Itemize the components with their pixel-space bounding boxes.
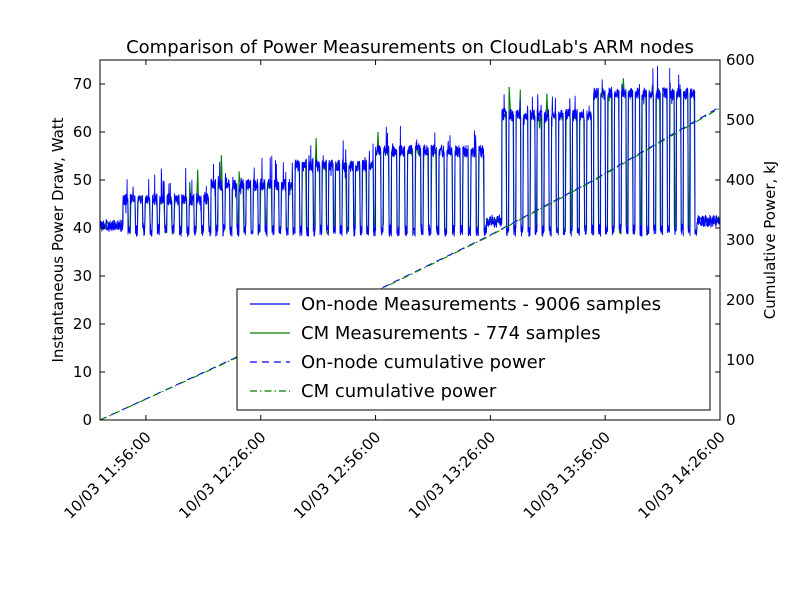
y-tick-label: 70 <box>73 75 92 93</box>
legend-label-cm-cumulative: CM cumulative power <box>301 381 497 402</box>
y2-tick-label: 0 <box>726 411 736 429</box>
y-tick-label: 40 <box>73 219 92 237</box>
legend-label-on-node-cumulative: On-node cumulative power <box>301 352 546 373</box>
y2-tick-label: 100 <box>726 351 755 369</box>
y-tick-label: 50 <box>73 171 92 189</box>
x-tick-label: 10/03 13:56:00 <box>520 428 614 522</box>
y2-axis-label: Cumulative Power, kJ <box>761 161 779 319</box>
x-tick-label: 10/03 12:56:00 <box>290 428 384 522</box>
axes: 0 10 20 30 40 50 60 70 0 100 200 300 400 500 600 10/03 … <box>60 51 754 522</box>
legend: On-node Measurements - 9006 samples CM M… <box>236 288 711 411</box>
legend-label-on-node: On-node Measurements - 9006 samples <box>301 294 661 315</box>
legend-box <box>236 288 711 411</box>
x-tick-label: 10/03 13:26:00 <box>405 428 499 522</box>
x-tick-label: 10/03 12:26:00 <box>175 428 269 522</box>
y-tick-label: 0 <box>82 411 92 429</box>
y2-tick-label: 500 <box>726 111 755 129</box>
legend-label-cm: CM Measurements - 774 samples <box>301 323 601 344</box>
y2-tick-label: 400 <box>726 171 755 189</box>
series-on-node-measurements <box>99 65 721 238</box>
x-tick-label: 10/03 11:56:00 <box>60 428 154 522</box>
y2-tick-label: 200 <box>726 291 755 309</box>
y-tick-label: 20 <box>73 315 92 333</box>
y2-tick-label: 300 <box>726 231 755 249</box>
y2-tick-label: 600 <box>726 51 755 69</box>
x-tick-label: 10/03 14:26:00 <box>635 428 729 522</box>
series-cm-cumulative <box>99 107 721 421</box>
y-tick-label: 10 <box>73 363 92 381</box>
y-tick-label: 60 <box>73 123 92 141</box>
y-axis-label: Instantaneous Power Draw, Watt <box>49 117 67 362</box>
chart-title: Comparison of Power Measurements on Clou… <box>126 37 694 58</box>
y-tick-label: 30 <box>73 267 92 285</box>
series-cm-measurements <box>99 78 721 237</box>
plot-frame <box>99 59 721 421</box>
